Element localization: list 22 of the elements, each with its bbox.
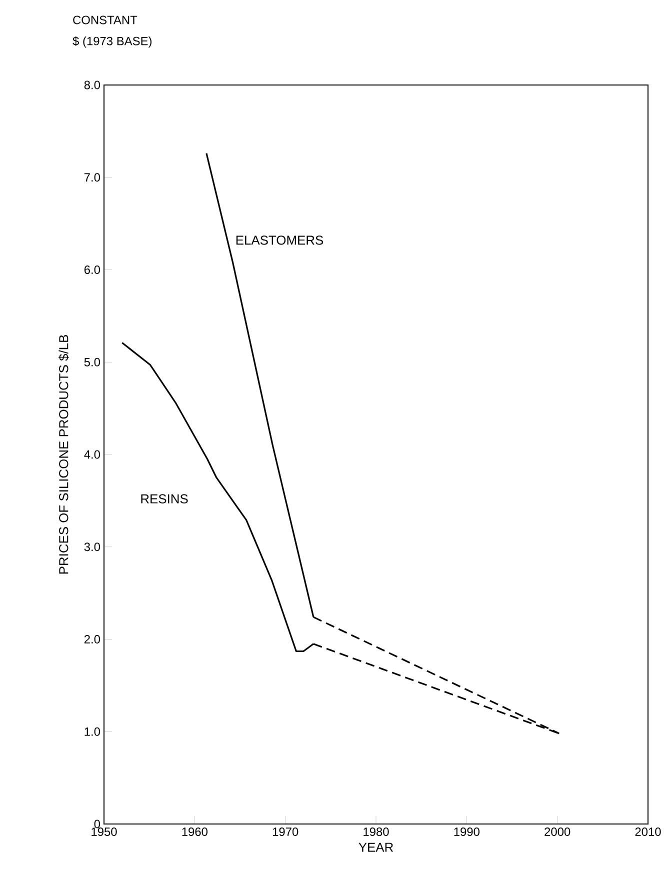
y-tick-label: 1.0 [84, 727, 100, 736]
y-tick-label: 5.0 [84, 358, 100, 366]
x-axis-title: YEAR [358, 842, 394, 852]
x-tick-label: 1960 [182, 828, 208, 836]
x-tick-label: 1990 [454, 828, 480, 836]
y-tick-label: 4.0 [84, 450, 100, 459]
x-tick-label: 1980 [364, 828, 389, 836]
text: CONSTANT [73, 16, 138, 24]
series-label: ELASTOMERS [236, 236, 324, 245]
y-tick-label: 6.0 [84, 266, 100, 274]
text: RESINS [141, 494, 188, 504]
x-tick-label: 2000 [544, 828, 570, 836]
y-tick-label: 3.0 [84, 542, 100, 552]
y-tick-label: 7.0 [84, 173, 100, 182]
y-tick-label: 8.0 [84, 80, 100, 90]
x-tick-label: 1950 [92, 828, 117, 836]
y-axis-title: PRICES OF SILICONE PRODUCTS $/LB [58, 335, 70, 574]
x-tick-label: 1970 [272, 828, 298, 836]
y-tick-label: 0 [94, 820, 100, 828]
x-tick-label: 2010 [635, 828, 661, 836]
text: $ (1973 BASE) [72, 36, 152, 48]
y-tick-label: 2.0 [84, 635, 100, 644]
